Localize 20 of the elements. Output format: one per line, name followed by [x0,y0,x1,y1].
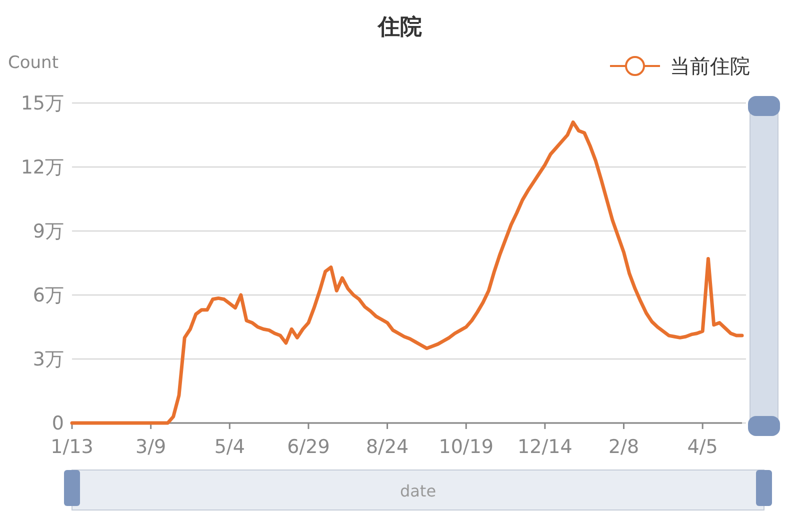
legend-label: 当前住院 [670,54,750,78]
x-tick-label: 3/9 [136,436,166,458]
y-tick-label: 3万 [32,348,64,371]
x-tick-label: 8/24 [366,436,409,458]
x-tick-label: 10/19 [438,436,494,458]
x-tick-label: 12/14 [518,436,572,458]
line-series [70,120,744,425]
x-tick-label: 1/13 [50,436,94,458]
x-tick-label: 4/5 [687,436,718,458]
x-tick-label: 2/8 [608,436,640,458]
y-tick-label: 0 [52,412,64,435]
x-tick-label: 5/4 [214,436,245,458]
x-axis-title: date [400,482,436,501]
x-tick-label: 6/29 [287,436,330,458]
y-axis-title: Count [8,53,59,73]
y-tick-label: 12万 [20,156,64,179]
y-tick-label: 9万 [32,220,64,243]
chart-title: 住院 [377,15,422,40]
y-tick-label: 15万 [20,92,64,115]
y-tick-label: 6万 [32,284,64,307]
